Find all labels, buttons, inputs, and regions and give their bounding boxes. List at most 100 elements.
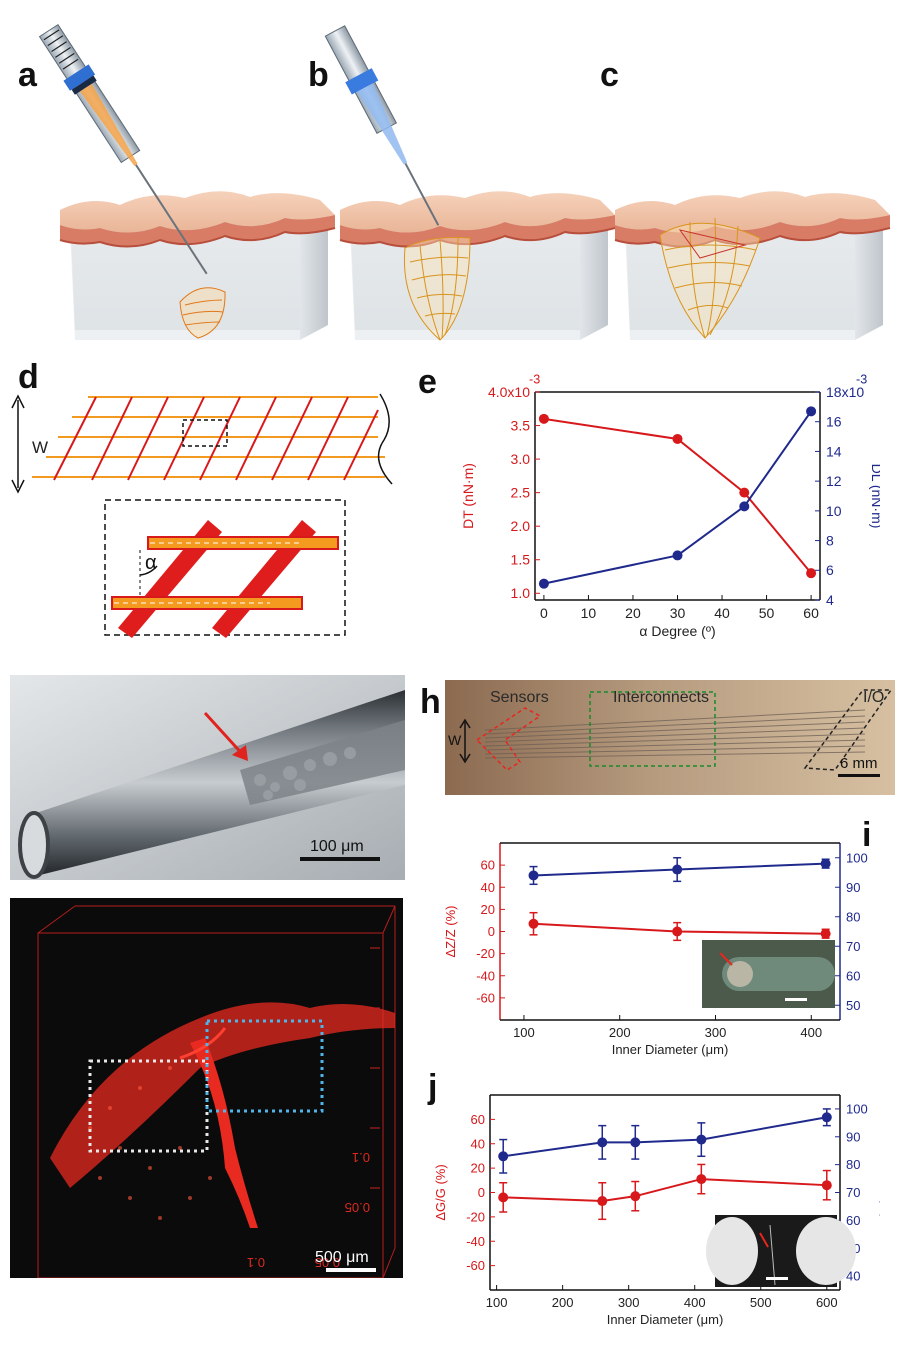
y-left-tick-label: -60: [476, 990, 495, 1005]
data-point: [538, 578, 549, 589]
y-right-tick-label: 100: [846, 850, 868, 865]
data-point: [597, 1137, 608, 1148]
panel-b-illustration: [324, 25, 616, 341]
x-tick-label: 600: [816, 1295, 838, 1310]
y-left-tick-label: 0: [488, 924, 495, 939]
panel-label-h: h: [420, 683, 441, 721]
x-axis-label: α Degree (º): [639, 623, 715, 639]
tick-label: 0.1: [352, 1150, 370, 1165]
syringe-icon: [38, 23, 208, 275]
y-right-exponent: -3: [856, 373, 867, 387]
y-left-tick-label: 0: [478, 1185, 485, 1200]
panel-a-illustration: [38, 23, 336, 341]
needle-micrograph: 100 μm: [10, 675, 405, 880]
y-left-axis-label: DT (nN·m): [460, 463, 476, 529]
data-point: [696, 1134, 707, 1145]
inset-arrow: [759, 1232, 769, 1248]
label-sensors: Sensors: [490, 689, 549, 706]
y-right-tick-label: 90: [846, 1129, 860, 1144]
scalebar-h: 6 mm: [840, 755, 878, 772]
x-tick-label: 400: [684, 1295, 706, 1310]
y-right-tick-label: 18x10: [826, 384, 864, 400]
inset-electrode: [796, 1217, 856, 1285]
y-left-tick-label: 60: [471, 1112, 485, 1127]
confocal-reconstruction: 0.1 0.05 0.1 0.05 500 μm: [10, 898, 403, 1278]
panel-label-j: j: [428, 1068, 438, 1106]
data-point: [739, 487, 750, 498]
tick-label: 0.05: [315, 1255, 340, 1270]
data-point: [538, 413, 549, 424]
y-left-tick-label: 2.0: [511, 518, 531, 534]
x-tick-label: 30: [670, 605, 686, 621]
y-left-tick-label: 40: [481, 880, 495, 895]
y-left-tick-label: -20: [476, 946, 495, 961]
data-point: [528, 918, 539, 929]
data-point: [498, 1151, 509, 1162]
panel-label-b: b: [308, 56, 329, 94]
series-line: [503, 1116, 827, 1158]
data-point: [821, 1180, 832, 1191]
data-point: [672, 926, 683, 937]
injection-illustrations: [38, 23, 891, 341]
x-tick-label: 0: [540, 605, 548, 621]
gap-inset: [706, 1215, 856, 1287]
panel-label-d: d: [18, 358, 39, 396]
angle-label: α: [145, 552, 157, 574]
data-point: [672, 550, 683, 561]
y-left-tick-label: -40: [466, 1234, 485, 1249]
data-point: [739, 501, 750, 512]
y-left-tick-label: -20: [466, 1209, 485, 1224]
y-right-tick-label: 12: [826, 473, 842, 489]
y-right-tick-label: 90: [846, 880, 860, 895]
y-right-tick-label: 80: [846, 1157, 860, 1172]
chart-e: 0 10 20 30 40 50 60 α Degree (º) 1.0 1.5 2.0 2.5 3.0…: [460, 373, 880, 639]
data-point: [820, 858, 831, 869]
y-right-tick-label: 6: [826, 562, 834, 578]
y-left-axis-label: ΔG/G (%): [433, 1164, 448, 1220]
y-left-axis-label: ΔZ/Z (%): [443, 905, 458, 957]
mesh-icon: [659, 217, 761, 339]
tick-label: 0.1: [247, 1255, 265, 1270]
inset-electrode: [706, 1217, 758, 1285]
inset-tube: [722, 957, 835, 991]
x-tick-label: 50: [759, 605, 775, 621]
y-right-tick-label: 8: [826, 532, 834, 548]
x-tick-label: 400: [800, 1025, 822, 1040]
y-right-tick-label: 40: [846, 1269, 860, 1284]
label-interconnects: Interconnects: [613, 689, 709, 706]
inset-tip: [727, 961, 753, 987]
mesh-schematic: W α: [11, 393, 393, 638]
device-photo: Sensors Interconnects I/O W 6 mm: [445, 680, 895, 795]
tick-label: 0.05: [345, 1200, 370, 1215]
panel-c-illustration: [614, 190, 891, 341]
y-left-tick-label: -40: [476, 968, 495, 983]
data-point: [820, 928, 831, 939]
y-right-tick-label: 50: [846, 998, 860, 1013]
series-line: [543, 417, 812, 574]
x-tick-label: 200: [552, 1295, 574, 1310]
y-right-tick-label: 70: [846, 939, 860, 954]
x-axis-label: Inner Diameter (μm): [612, 1042, 729, 1057]
inset-scalebar: [785, 998, 807, 1001]
width-label: W: [32, 438, 48, 457]
inset-scalebar: [766, 1277, 788, 1280]
data-point: [821, 1112, 832, 1123]
series-line: [543, 410, 812, 585]
y-right-tick-label: 16: [826, 414, 842, 430]
data-point: [597, 1196, 608, 1207]
y-left-tick-label: 3.0: [511, 451, 531, 467]
y-right-axis-label: Yield (%): [879, 1166, 880, 1218]
y-left-tick-label: 4.0x10: [488, 384, 530, 400]
y-right-tick-label: 80: [846, 909, 860, 924]
panel-label-i: i: [862, 816, 872, 854]
x-tick-label: 20: [625, 605, 641, 621]
syringe-icon: [324, 25, 440, 226]
data-point: [696, 1174, 707, 1185]
scalebar-g: 500 μm: [315, 1249, 369, 1266]
x-tick-label: 10: [581, 605, 597, 621]
fiber-inset: [702, 940, 835, 1008]
mesh-icon: [403, 236, 471, 341]
x-tick-label: 100: [513, 1025, 535, 1040]
